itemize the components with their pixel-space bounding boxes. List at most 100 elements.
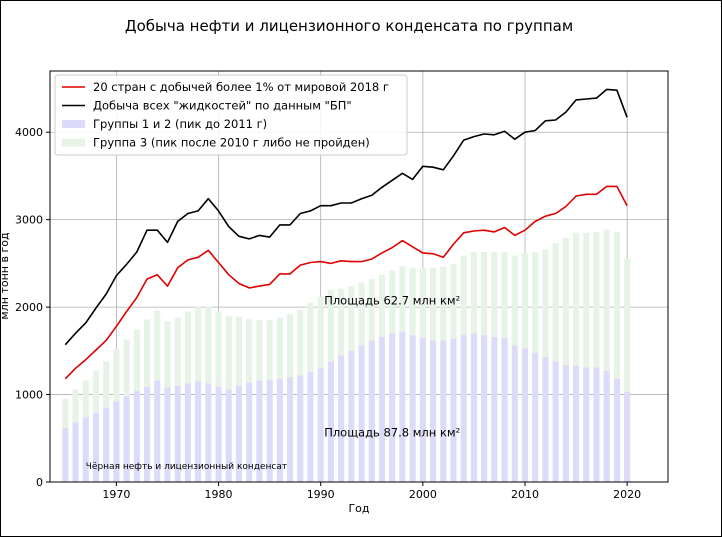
bar-group-3 xyxy=(307,302,314,372)
bar-group-1-2 xyxy=(286,377,294,482)
bar-group-3 xyxy=(103,361,110,408)
bar-group-3 xyxy=(225,315,232,390)
bar-group-3 xyxy=(573,232,580,366)
bar-group-1-2 xyxy=(389,333,396,482)
bar-group-1-2 xyxy=(470,333,477,482)
bar-group-1-2 xyxy=(256,380,263,482)
bar-group-3 xyxy=(92,370,100,413)
bar-group-1-2 xyxy=(103,407,110,482)
y-tick-label: 1000 xyxy=(15,389,43,402)
bar-group-3 xyxy=(399,266,406,332)
x-tick-label: 1970 xyxy=(102,488,130,501)
bar-group-3 xyxy=(205,306,212,384)
bar-group-1-2 xyxy=(593,367,600,482)
legend-entry-label: Группа 3 (пик после 2010 г либо не пройд… xyxy=(93,136,370,150)
bar-group-3 xyxy=(368,279,375,341)
bar-group-3 xyxy=(72,389,79,423)
bar-group-1-2 xyxy=(532,352,539,482)
bar-group-3 xyxy=(429,267,437,341)
y-axis-label: млн тонн в год xyxy=(0,232,11,320)
bar-group-1-2 xyxy=(307,371,314,482)
bar-group-1-2 xyxy=(368,340,375,482)
bar-group-1-2 xyxy=(613,378,620,482)
bar-group-1-2 xyxy=(440,340,447,482)
bar-group-1-2 xyxy=(62,427,69,482)
bar-group-1-2 xyxy=(225,389,232,482)
bar-group-1-2 xyxy=(624,391,631,482)
bar-group-1-2 xyxy=(583,367,590,482)
y-tick-label: 4000 xyxy=(15,126,43,139)
bar-group-3 xyxy=(450,264,457,339)
bar-group-1-2 xyxy=(246,382,253,482)
bar-group-1-2 xyxy=(154,380,161,482)
bar-group-1-2 xyxy=(419,337,426,482)
bar-group-1-2 xyxy=(215,386,222,482)
bar-group-3 xyxy=(154,310,161,381)
x-axis-ticks: 1970 1980 1990 2000 2010 2020 xyxy=(102,482,641,501)
legend-swatch-patch xyxy=(62,120,85,128)
bar-group-3 xyxy=(82,380,89,418)
bar-group-1-2 xyxy=(399,331,406,482)
bar-group-1-2 xyxy=(562,364,569,482)
bar-group-3 xyxy=(143,319,151,387)
bar-group-3 xyxy=(123,339,130,397)
bar-group-1-2 xyxy=(501,337,508,482)
bar-group-3 xyxy=(215,311,222,387)
bar-group-3 xyxy=(184,311,191,384)
annotation-text: Чёрная нефть и лицензионный конденсат xyxy=(86,462,287,472)
bar-group-3 xyxy=(419,267,426,338)
bar-group-3 xyxy=(378,274,386,337)
y-tick-label: 2000 xyxy=(15,301,43,314)
x-axis-label: Год xyxy=(348,502,369,515)
bar-group-1-2 xyxy=(92,412,100,482)
legend-entry-label: Группы 1 и 2 (пик до 2011 г) xyxy=(93,117,267,131)
bar-group-1-2 xyxy=(317,368,324,482)
annotation-text: Площадь 62.7 млн км² xyxy=(324,293,460,307)
bar-group-3 xyxy=(113,349,120,402)
bar-group-3 xyxy=(164,321,171,388)
bar-group-3 xyxy=(389,270,396,334)
bar-group-1-2 xyxy=(195,381,202,482)
bar-group-3 xyxy=(470,252,477,334)
bar-group-3 xyxy=(481,252,488,336)
bar-group-3 xyxy=(235,316,243,386)
bar-group-3 xyxy=(593,231,600,368)
bar-group-3 xyxy=(62,398,69,428)
bar-group-1-2 xyxy=(143,386,151,482)
bar-group-1-2 xyxy=(552,361,559,482)
y-tick-label: 0 xyxy=(36,476,43,489)
bar-group-3 xyxy=(583,232,590,368)
bar-group-1-2 xyxy=(338,355,345,482)
bar-group-1-2 xyxy=(491,336,498,482)
x-tick-label: 2020 xyxy=(613,488,641,501)
bar-group-1-2 xyxy=(123,396,130,482)
bar-group-3 xyxy=(246,319,253,383)
bar-group-3 xyxy=(358,282,365,346)
bar-group-1-2 xyxy=(511,345,518,482)
legend-swatch-patch xyxy=(62,138,85,147)
legend-entry-label: 20 стран с добычей более 1% от мировой 2… xyxy=(93,80,389,94)
bar-group-3 xyxy=(613,231,620,379)
x-tick-label: 2000 xyxy=(409,488,437,501)
bar-group-1-2 xyxy=(82,417,89,482)
bar-group-1-2 xyxy=(297,375,304,482)
bar-group-3 xyxy=(338,288,345,356)
bar-group-1-2 xyxy=(327,361,334,482)
bar-group-1-2 xyxy=(174,385,181,482)
bar-group-3 xyxy=(532,252,539,353)
bar-group-1-2 xyxy=(358,345,365,482)
bar-group-1-2 xyxy=(460,335,467,482)
bar-group-1-2 xyxy=(133,391,140,482)
bars-group-3 xyxy=(62,229,631,428)
bar-group-3 xyxy=(297,309,304,376)
bar-group-1-2 xyxy=(603,370,610,482)
bar-group-3 xyxy=(195,306,202,382)
bar-group-1-2 xyxy=(164,387,171,482)
bar-group-1-2 xyxy=(542,356,549,482)
bar-group-3 xyxy=(327,289,334,362)
bar-group-3 xyxy=(266,320,273,380)
bar-group-1-2 xyxy=(481,335,488,482)
bar-group-3 xyxy=(348,286,355,351)
chart-title: Добыча нефти и лицензионного конденсата … xyxy=(125,17,573,35)
